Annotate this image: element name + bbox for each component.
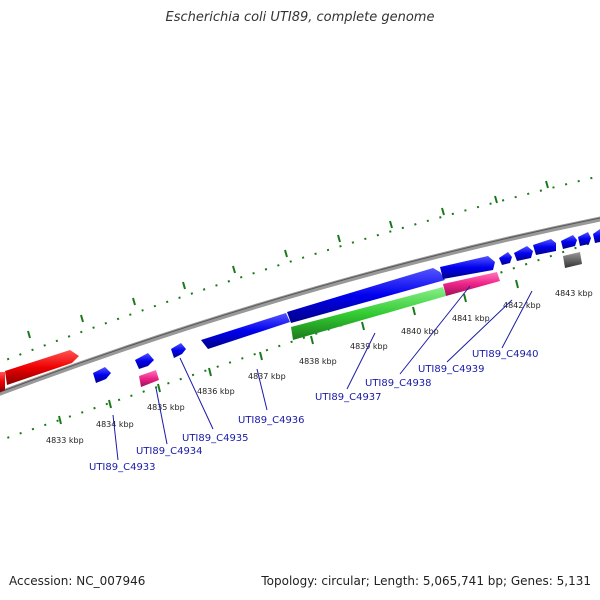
gene-red-cds[interactable] [5, 350, 79, 385]
gene-blue-cds[interactable] [593, 229, 600, 243]
tick-label: 4843 kbp [555, 289, 593, 298]
gene-blue-cds[interactable] [514, 246, 533, 261]
gene-blue-cds[interactable] [533, 239, 556, 255]
gene-blue-cds[interactable] [287, 268, 445, 323]
gene-pink-feature[interactable] [139, 370, 159, 387]
gene-green-rna[interactable] [291, 287, 446, 340]
tick-label: 4838 kbp [299, 357, 337, 366]
gene-blue-cds[interactable] [171, 343, 186, 358]
tick-label: 4836 kbp [197, 387, 235, 396]
accession-text: Accession: NC_007946 [9, 574, 146, 588]
genome-backbone [0, 216, 600, 396]
gene-label-utI89-c4934[interactable]: UTI89_C4934 [136, 446, 203, 457]
gene-label-utI89-c4939[interactable]: UTI89_C4939 [418, 364, 485, 375]
gene-blue-cds[interactable] [578, 232, 591, 246]
genome-stats-text: Topology: circular; Length: 5,065,741 bp… [261, 574, 591, 588]
tick-label: 4842 kbp [503, 301, 541, 310]
gene-blue-cds[interactable] [201, 313, 290, 349]
gene-blue-cds[interactable] [135, 353, 154, 369]
inner-major-ticks [58, 279, 519, 425]
tick-label: 4841 kbp [452, 314, 490, 323]
tick-label: 4833 kbp [46, 436, 84, 445]
inner-tick-ring [0, 239, 600, 442]
feature-track [0, 229, 600, 392]
gene-label-utI89-c4936[interactable]: UTI89_C4936 [238, 415, 305, 426]
tick-label: 4835 kbp [147, 403, 185, 412]
map-title: Escherichia coli UTI89, complete genome [165, 10, 435, 25]
tick-label: 4834 kbp [96, 420, 134, 429]
gene-label-utI89-c4938[interactable]: UTI89_C4938 [365, 378, 432, 389]
gene-pink-feature[interactable] [443, 272, 500, 296]
tick-label: 4839 kbp [350, 342, 388, 351]
gene-label-utI89-c4935[interactable]: UTI89_C4935 [182, 433, 249, 444]
gene-blue-cds[interactable] [499, 252, 512, 265]
gene-label-utI89-c4940[interactable]: UTI89_C4940 [472, 349, 539, 360]
kbp-tick-labels: 4833 kbp 4834 kbp 4835 kbp 4836 kbp 4837… [46, 289, 593, 445]
gene-label-utI89-c4937[interactable]: UTI89_C4937 [315, 392, 382, 403]
gene-label-utI89-c4933[interactable]: UTI89_C4933 [89, 462, 156, 473]
outer-major-ticks [27, 180, 549, 339]
tick-label: 4840 kbp [401, 327, 439, 336]
gene-red-cds[interactable] [0, 372, 5, 392]
gene-blue-cds[interactable] [93, 367, 111, 383]
gene-blue-cds[interactable] [561, 235, 577, 249]
gene-grey-pseudogene[interactable] [563, 252, 582, 268]
gene-labels: UTI89_C4933 UTI89_C4934 UTI89_C4935 UTI8… [89, 349, 539, 473]
gene-leader-lines [112, 285, 533, 461]
outer-tick-ring [0, 175, 600, 364]
gene-blue-cds[interactable] [440, 256, 495, 279]
tick-label: 4837 kbp [248, 372, 286, 381]
